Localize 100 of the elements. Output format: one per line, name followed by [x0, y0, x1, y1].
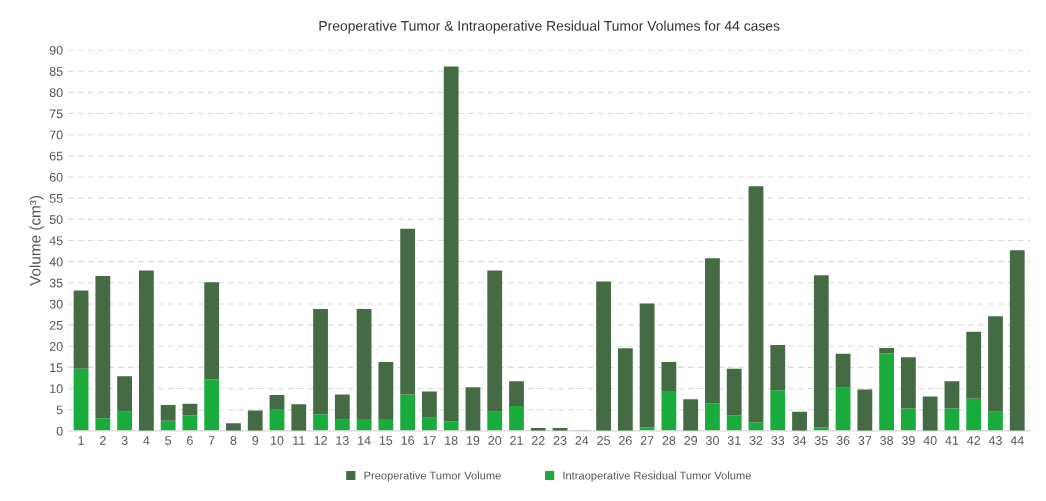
x-tick-label: 8: [230, 436, 237, 445]
bar: [73, 290, 89, 369]
x-tick-label: 33: [771, 436, 785, 445]
legend-label: Intraoperative Residual Tumor Volume: [563, 471, 751, 482]
bar: [117, 376, 132, 412]
bar: [596, 281, 611, 431]
x-tick-label: 28: [662, 436, 676, 445]
bar: [313, 309, 328, 415]
x-tick-label: 27: [640, 436, 654, 445]
bar: [770, 344, 786, 391]
x-tick-label: 1: [78, 436, 84, 445]
chart-title: Preoperative Tumor & Intraoperative Residual Tumor Volumes for 44 cases: [319, 20, 780, 34]
bar: [443, 66, 459, 422]
x-tick-label: 13: [336, 436, 349, 445]
x-tick-label: 19: [466, 436, 480, 445]
bar: [639, 303, 655, 428]
x-tick-label: 32: [749, 436, 763, 445]
bar: [73, 368, 89, 431]
bar: [705, 403, 720, 431]
x-tick-label: 30: [705, 436, 719, 445]
x-tick-label: 7: [208, 436, 215, 445]
bar: [509, 405, 524, 431]
bar: [900, 408, 916, 431]
y-tick-label: 50: [49, 215, 63, 224]
x-tick-label: 18: [445, 436, 458, 445]
bar: [966, 398, 982, 431]
y-tick-label: 65: [49, 151, 63, 161]
y-tick-label: 85: [49, 67, 63, 76]
bar: [95, 418, 111, 431]
bar: [879, 353, 895, 431]
bar: [204, 379, 220, 431]
bar: [617, 348, 633, 431]
bar: [160, 405, 176, 421]
bar: [813, 275, 829, 428]
bar: [313, 414, 328, 431]
x-tick-label: 22: [531, 436, 545, 445]
bar: [443, 421, 459, 431]
bar: [95, 276, 111, 419]
bar: [138, 270, 154, 431]
x-tick-label: 31: [727, 436, 741, 445]
bar: [117, 411, 132, 431]
bar: [487, 411, 503, 431]
x-tick-label: 37: [858, 436, 872, 445]
bar: [944, 408, 960, 431]
bar: [705, 258, 720, 404]
y-axis-title: Volume (cm³): [29, 196, 44, 286]
bar: [269, 394, 285, 410]
bar: [378, 361, 394, 420]
x-tick-label: 25: [597, 436, 611, 445]
x-tick-label: 36: [836, 436, 850, 445]
x-tick-label: 6: [187, 436, 193, 445]
bar: [813, 427, 829, 431]
x-tick-label: 40: [923, 436, 937, 445]
bar: [356, 309, 372, 420]
bar: [334, 394, 350, 420]
y-tick-label: 45: [49, 236, 63, 246]
x-tick-label: 35: [814, 436, 828, 445]
x-tick-label: 23: [553, 436, 567, 445]
x-tick-label: 34: [793, 436, 807, 445]
x-tick-label: 10: [271, 436, 284, 445]
x-tick-label: 38: [880, 436, 894, 445]
y-tick-label: 0: [56, 426, 63, 436]
y-tick-label: 25: [49, 320, 63, 330]
y-tick-label: 35: [49, 278, 63, 288]
x-tick-label: 43: [988, 436, 1002, 445]
x-tick-label: 11: [293, 436, 305, 445]
bar: [726, 415, 742, 431]
bar: [944, 381, 960, 409]
y-tick-label: 5: [56, 405, 63, 415]
x-tick-label: 44: [1010, 436, 1024, 445]
y-tick-label: 75: [49, 109, 63, 119]
y-tick-label: 10: [50, 384, 63, 394]
bar: [182, 415, 198, 431]
bar: [922, 396, 938, 431]
x-tick-label: 3: [121, 436, 128, 445]
bar: [639, 427, 655, 431]
bar: [661, 391, 677, 431]
x-tick-label: 9: [252, 436, 259, 445]
x-tick-label: 12: [314, 436, 327, 445]
x-tick-label: 4: [143, 436, 150, 445]
y-tick-label: 20: [49, 342, 63, 351]
bar: [879, 347, 895, 354]
x-tick-label: 15: [379, 436, 393, 445]
bar: [509, 381, 524, 406]
x-tick-label: 21: [510, 436, 523, 445]
bar: [378, 419, 394, 431]
bar: [182, 403, 198, 416]
bar: [1009, 250, 1025, 431]
x-tick-label: 14: [358, 436, 371, 445]
bar: [400, 228, 416, 395]
bar: [334, 419, 350, 431]
bar: [291, 404, 307, 431]
y-tick-label: 15: [50, 363, 63, 373]
bar: [400, 394, 416, 431]
x-tick-label: 41: [945, 436, 959, 445]
x-tick-label: 17: [423, 436, 436, 445]
legend-label: Preoperative Tumor Volume: [364, 471, 501, 482]
bar: [900, 357, 916, 409]
y-tick-label: 80: [49, 88, 63, 98]
x-tick-label: 24: [575, 436, 589, 445]
